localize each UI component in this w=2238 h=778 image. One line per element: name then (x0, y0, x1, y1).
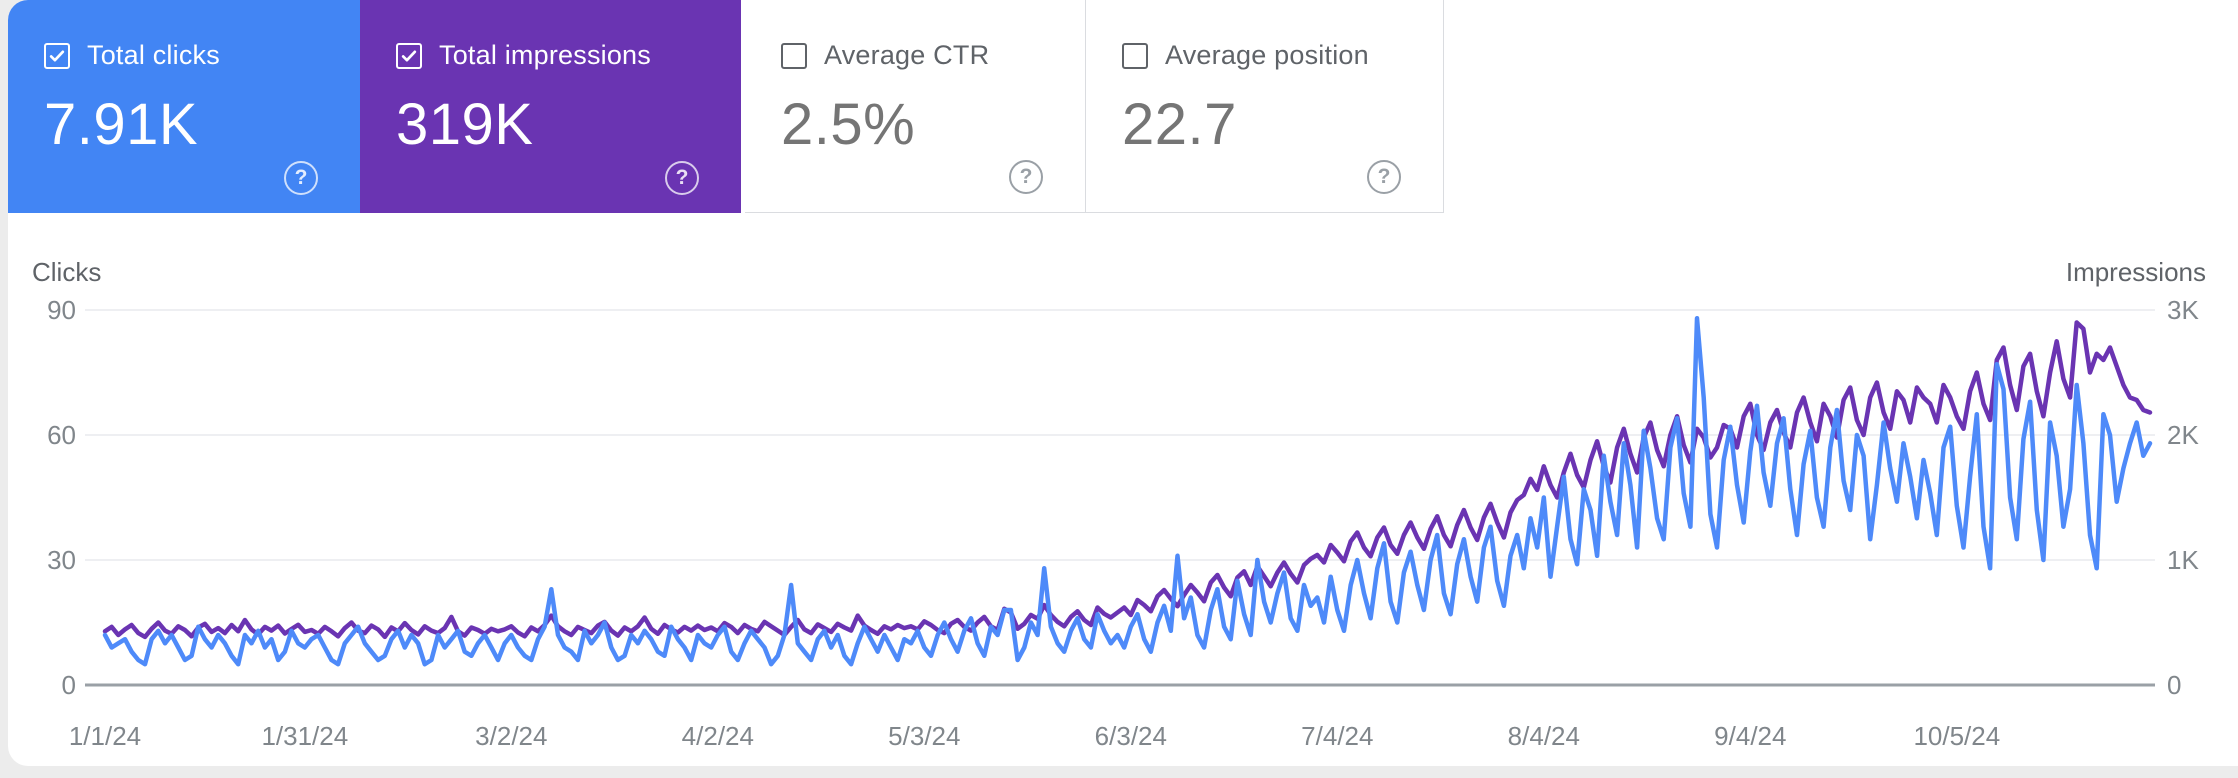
average-position-value: 22.7 (1122, 92, 1237, 157)
x-axis-date-label: 7/4/24 (1301, 721, 1373, 751)
x-axis-date-label: 3/2/24 (475, 721, 547, 751)
total-clicks-card-header: Total clicks (44, 40, 360, 71)
clicks-line (102, 316, 2153, 667)
x-axis-date-label: 6/3/24 (1095, 721, 1167, 751)
left-axis-title: Clicks (32, 257, 101, 287)
left-axis-tick-label: 0 (62, 670, 76, 700)
checked-checkbox-icon[interactable] (396, 42, 422, 69)
total-clicks-label: Total clicks (87, 40, 220, 70)
total-impressions-label: Total impressions (439, 40, 651, 70)
x-axis-date-label: 9/4/24 (1714, 721, 1786, 751)
average-position-card-header: Average position (1122, 40, 1443, 71)
average-ctr-card-header: Average CTR (781, 40, 1085, 71)
x-axis-date-label: 8/4/24 (1508, 721, 1580, 751)
x-axis-date-label: 4/2/24 (682, 721, 754, 751)
performance-line-chart[interactable]: 0 0 30 1K 60 2K 90 3K Clicks Impressions 1/1/24 1/3… (0, 213, 2238, 778)
right-axis-tick-label: 2K (2167, 420, 2199, 450)
left-axis-tick-label: 90 (47, 295, 76, 325)
help-icon[interactable]: ? (284, 161, 318, 195)
average-ctr-card[interactable]: Average CTR 2.5% ? (745, 0, 1086, 213)
total-clicks-value: 7.91K (44, 92, 199, 157)
right-axis-title: Impressions (2066, 257, 2206, 287)
left-axis-tick-label: 30 (47, 545, 76, 575)
total-impressions-card-header: Total impressions (396, 40, 741, 71)
metric-cards-row: Total clicks 7.91K ? Total impressions 3… (8, 0, 1444, 213)
average-ctr-value: 2.5% (781, 92, 916, 157)
total-clicks-card[interactable]: Total clicks 7.91K ? (8, 0, 360, 213)
total-impressions-value: 319K (396, 92, 534, 157)
unchecked-checkbox-icon[interactable] (781, 42, 807, 69)
left-axis-tick-label: 60 (47, 420, 76, 450)
help-icon[interactable]: ? (665, 161, 699, 195)
x-axis-date-label: 10/5/24 (1913, 721, 2000, 751)
right-axis-tick-label: 0 (2167, 670, 2181, 700)
total-impressions-card[interactable]: Total impressions 319K ? (360, 0, 741, 213)
average-position-card[interactable]: Average position 22.7 ? (1086, 0, 1444, 213)
x-axis-date-label: 5/3/24 (888, 721, 960, 751)
help-icon[interactable]: ? (1367, 160, 1401, 194)
right-axis-tick-label: 3K (2167, 295, 2199, 325)
x-axis-date-label: 1/31/24 (261, 721, 348, 751)
help-icon[interactable]: ? (1009, 160, 1043, 194)
average-position-label: Average position (1165, 40, 1369, 70)
impressions-line (102, 320, 2153, 640)
average-ctr-label: Average CTR (824, 40, 990, 70)
right-axis-tick-label: 1K (2167, 545, 2199, 575)
unchecked-checkbox-icon[interactable] (1122, 42, 1148, 69)
x-axis-date-label: 1/1/24 (69, 721, 141, 751)
checked-checkbox-icon[interactable] (44, 42, 70, 69)
